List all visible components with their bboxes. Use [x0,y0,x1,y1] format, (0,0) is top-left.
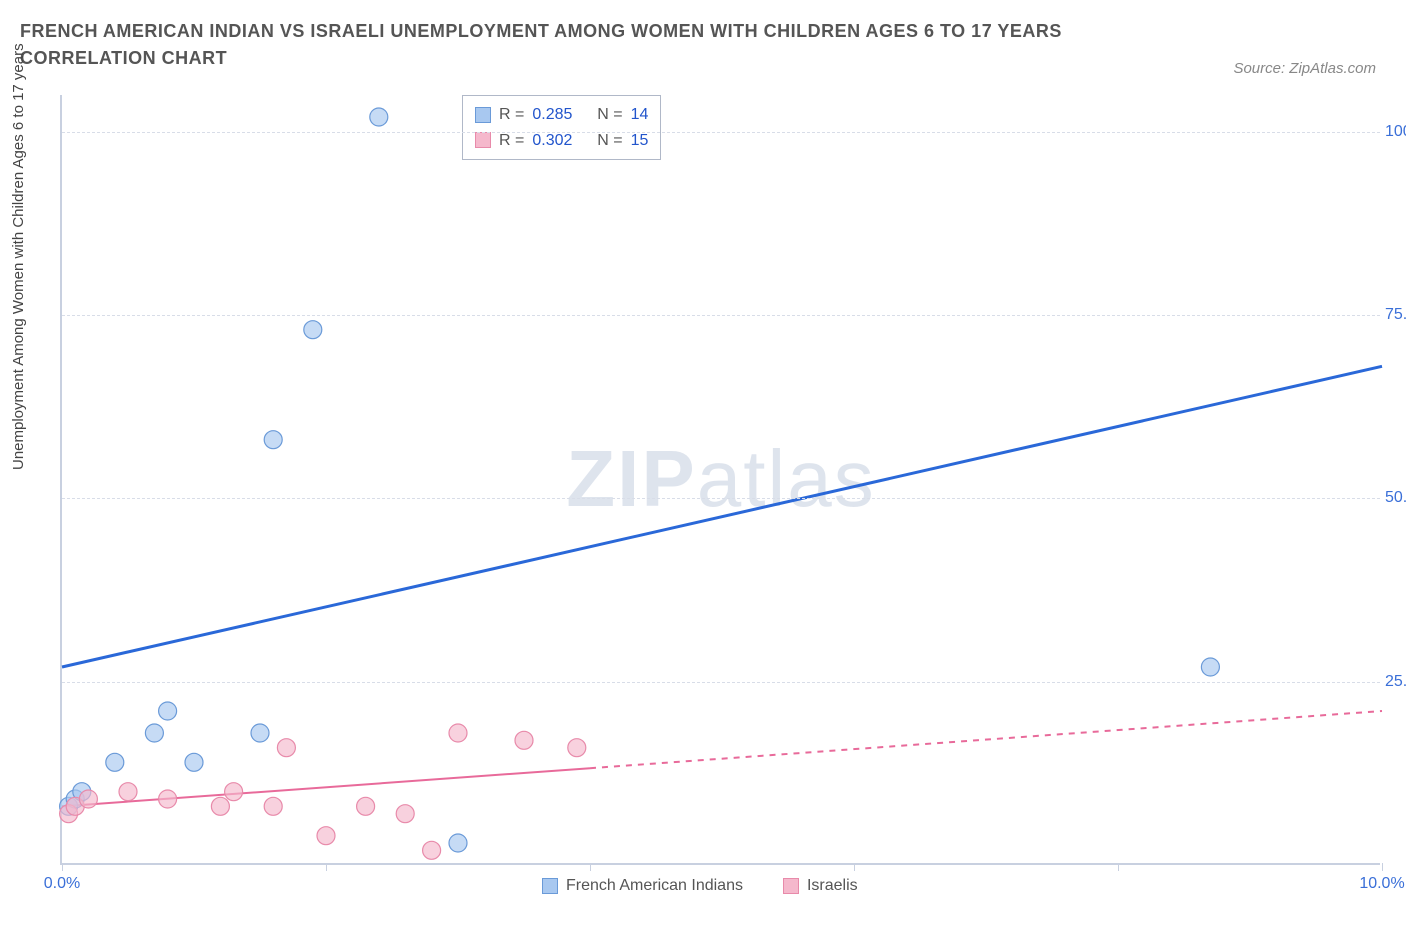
legend-item: Israelis [783,877,858,895]
source-attribution: Source: ZipAtlas.com [1233,60,1376,77]
y-tick-label: 50.0% [1385,489,1406,507]
scatter-point [317,827,335,845]
y-axis-label: Unemployment Among Women with Children A… [10,43,27,470]
scatter-point [304,321,322,339]
scatter-point [106,753,124,771]
legend-label: French American Indians [566,877,743,895]
scatter-point [568,739,586,757]
scatter-point [1201,658,1219,676]
regression-line [62,768,590,806]
stats-row: R = 0.285 N = 14 [475,102,648,128]
scatter-point [370,108,388,126]
y-tick-label: 100.0% [1385,123,1406,141]
scatter-point [357,797,375,815]
stat-r-value: 0.285 [532,102,572,128]
gridline [62,498,1380,499]
legend-swatch [475,132,491,148]
x-tick [1118,863,1119,871]
x-tick [326,863,327,871]
legend-swatch [783,878,799,894]
x-tick [590,863,591,871]
scatter-point [119,783,137,801]
scatter-point [449,724,467,742]
scatter-point [264,431,282,449]
scatter-point [211,797,229,815]
legend-label: Israelis [807,877,858,895]
gridline [62,132,1380,133]
x-tick [854,863,855,871]
bottom-legend: French American Indians Israelis [542,877,858,895]
y-tick-label: 25.0% [1385,673,1406,691]
legend-swatch [542,878,558,894]
scatter-point [145,724,163,742]
legend-swatch [475,107,491,123]
stat-n-label: N = [597,102,622,128]
x-tick-label: 0.0% [44,875,80,893]
y-tick-label: 75.0% [1385,306,1406,324]
scatter-point [449,834,467,852]
regression-line-dashed [590,711,1382,768]
scatter-point [159,702,177,720]
correlation-stats-box: R = 0.285 N = 14R = 0.302 N = 15 [462,95,661,160]
scatter-point [515,731,533,749]
scatter-point [396,805,414,823]
scatter-point [251,724,269,742]
chart-title: FRENCH AMERICAN INDIAN VS ISRAELI UNEMPL… [20,18,1120,72]
x-tick-label: 10.0% [1359,875,1404,893]
plot-svg [62,95,1380,863]
scatter-point [79,790,97,808]
scatter-point [225,783,243,801]
x-tick [62,863,63,871]
scatter-point [423,841,441,859]
regression-line [62,366,1382,667]
scatter-point [277,739,295,757]
x-tick [1382,863,1383,871]
scatter-point [159,790,177,808]
stat-r-label: R = [499,102,524,128]
stat-n-value: 14 [631,102,649,128]
plot-area: ZIPatlas R = 0.285 N = 14R = 0.302 N = 1… [60,95,1380,865]
scatter-point [264,797,282,815]
legend-item: French American Indians [542,877,743,895]
gridline [62,682,1380,683]
scatter-point [185,753,203,771]
gridline [62,315,1380,316]
